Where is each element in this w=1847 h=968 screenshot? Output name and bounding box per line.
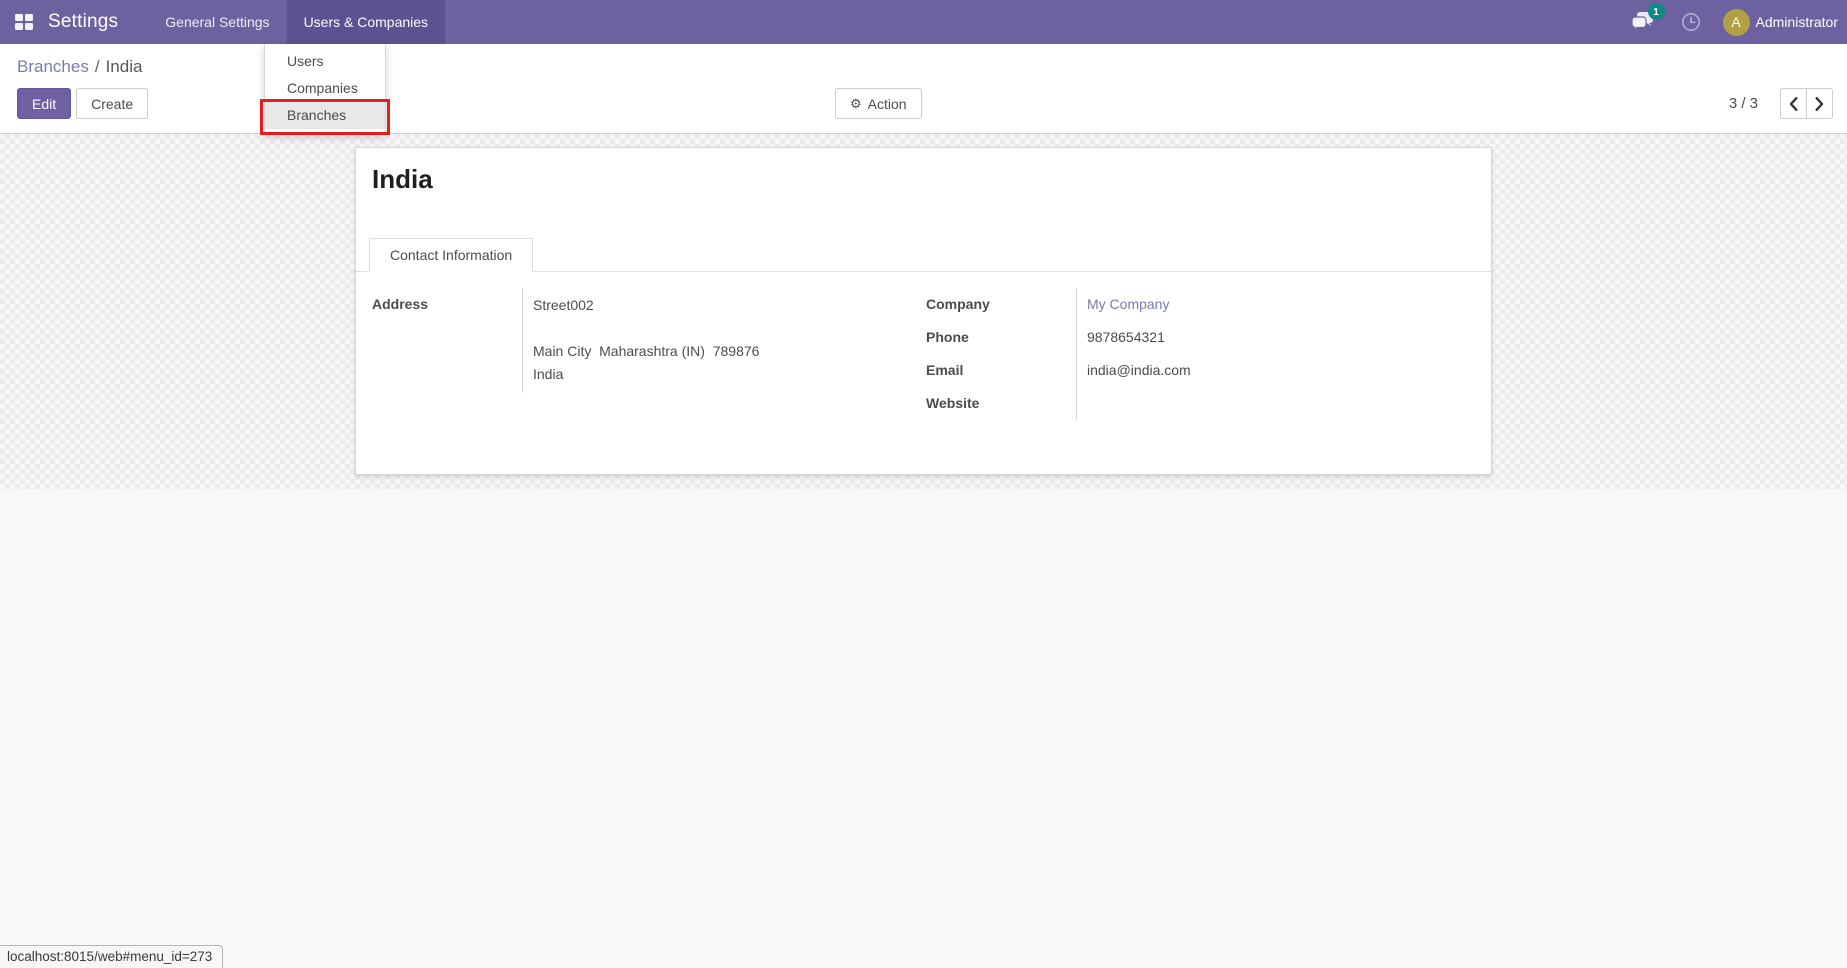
phone-field-label: Phone: [926, 329, 969, 345]
chevron-left-icon: [1789, 96, 1798, 111]
chevron-right-icon: [1815, 96, 1824, 111]
form-view-background: India Contact Information Address Street…: [0, 134, 1847, 489]
phone-field-value: 9878654321: [1076, 321, 1475, 354]
control-panel-buttons: Edit Create: [17, 88, 149, 119]
menu-general-settings[interactable]: General Settings: [165, 14, 270, 30]
edit-button[interactable]: Edit: [17, 88, 72, 119]
action-button[interactable]: ⚙ Action: [835, 88, 922, 119]
form-fields: Address Street002 Main City Maharashtra …: [356, 288, 1491, 420]
email-field-value: india@india.com: [1076, 354, 1475, 387]
breadcrumb: Branches / India: [17, 57, 142, 77]
address-field-value: Street002 Main City Maharashtra (IN) 789…: [522, 288, 926, 393]
create-button[interactable]: Create: [76, 88, 149, 119]
users-companies-dropdown: Users Companies Branches: [264, 44, 386, 134]
field-row-company: Company My Company: [926, 288, 1475, 321]
website-field-value: [1076, 387, 1475, 420]
field-column-left: Address Street002 Main City Maharashtra …: [372, 288, 926, 420]
address-street: Street002: [533, 297, 594, 313]
field-row-website: Website: [926, 387, 1475, 420]
field-row-phone: Phone 9878654321: [926, 321, 1475, 354]
email-field-label: Email: [926, 362, 964, 378]
breadcrumb-separator: /: [94, 57, 100, 76]
action-button-label: Action: [867, 95, 907, 112]
pager-next-button[interactable]: [1806, 88, 1833, 119]
messages-button[interactable]: 1: [1629, 3, 1665, 37]
menu-users-companies[interactable]: Users & Companies: [286, 0, 446, 44]
breadcrumb-current: India: [105, 57, 143, 76]
systray: 1 A Administrator: [1629, 0, 1847, 44]
field-row-address: Address Street002 Main City Maharashtra …: [372, 288, 926, 393]
avatar: A: [1722, 8, 1750, 36]
company-field-label: Company: [926, 296, 990, 312]
pager-counter: 3 / 3: [1728, 95, 1758, 112]
app-title: Settings: [48, 11, 119, 32]
address-city-state-zip: Main City Maharashtra (IN) 789876: [533, 343, 760, 359]
company-field-value-link[interactable]: My Company: [1087, 296, 1170, 312]
activities-button[interactable]: [1678, 9, 1704, 35]
pager-previous-button[interactable]: [1780, 88, 1807, 119]
gear-icon: ⚙: [850, 96, 862, 111]
address-country: India: [533, 366, 564, 382]
branch-form-sheet: India Contact Information Address Street…: [355, 147, 1492, 475]
user-name: Administrator: [1755, 14, 1838, 30]
address-field-label: Address: [372, 296, 429, 312]
address-street2: [533, 317, 926, 340]
pager: 3 / 3: [1729, 88, 1833, 119]
breadcrumb-branches-link[interactable]: Branches: [17, 57, 89, 76]
apps-grid-icon: [14, 13, 34, 31]
dropdown-item-branches[interactable]: Branches: [265, 102, 385, 129]
field-row-email: Email india@india.com: [926, 354, 1475, 387]
record-title: India: [372, 164, 433, 194]
field-column-right: Company My Company Phone 9878654321 Emai…: [926, 288, 1475, 420]
apps-menu-button[interactable]: [0, 0, 48, 44]
top-navbar: Settings General Settings Users & Compan…: [0, 0, 1847, 44]
dropdown-item-companies[interactable]: Companies: [287, 80, 358, 96]
user-menu[interactable]: A Administrator: [1722, 8, 1838, 36]
activity-clock-icon: [1681, 12, 1700, 32]
website-field-label: Website: [926, 395, 980, 411]
notebook-tabs: Contact Information: [356, 238, 1491, 272]
link-preview-statusbar: localhost:8015/web#menu_id=273: [0, 945, 224, 968]
messages-count-badge: 1: [1647, 3, 1665, 20]
tab-contact-information[interactable]: Contact Information: [369, 238, 534, 272]
dropdown-item-users[interactable]: Users: [287, 53, 324, 69]
